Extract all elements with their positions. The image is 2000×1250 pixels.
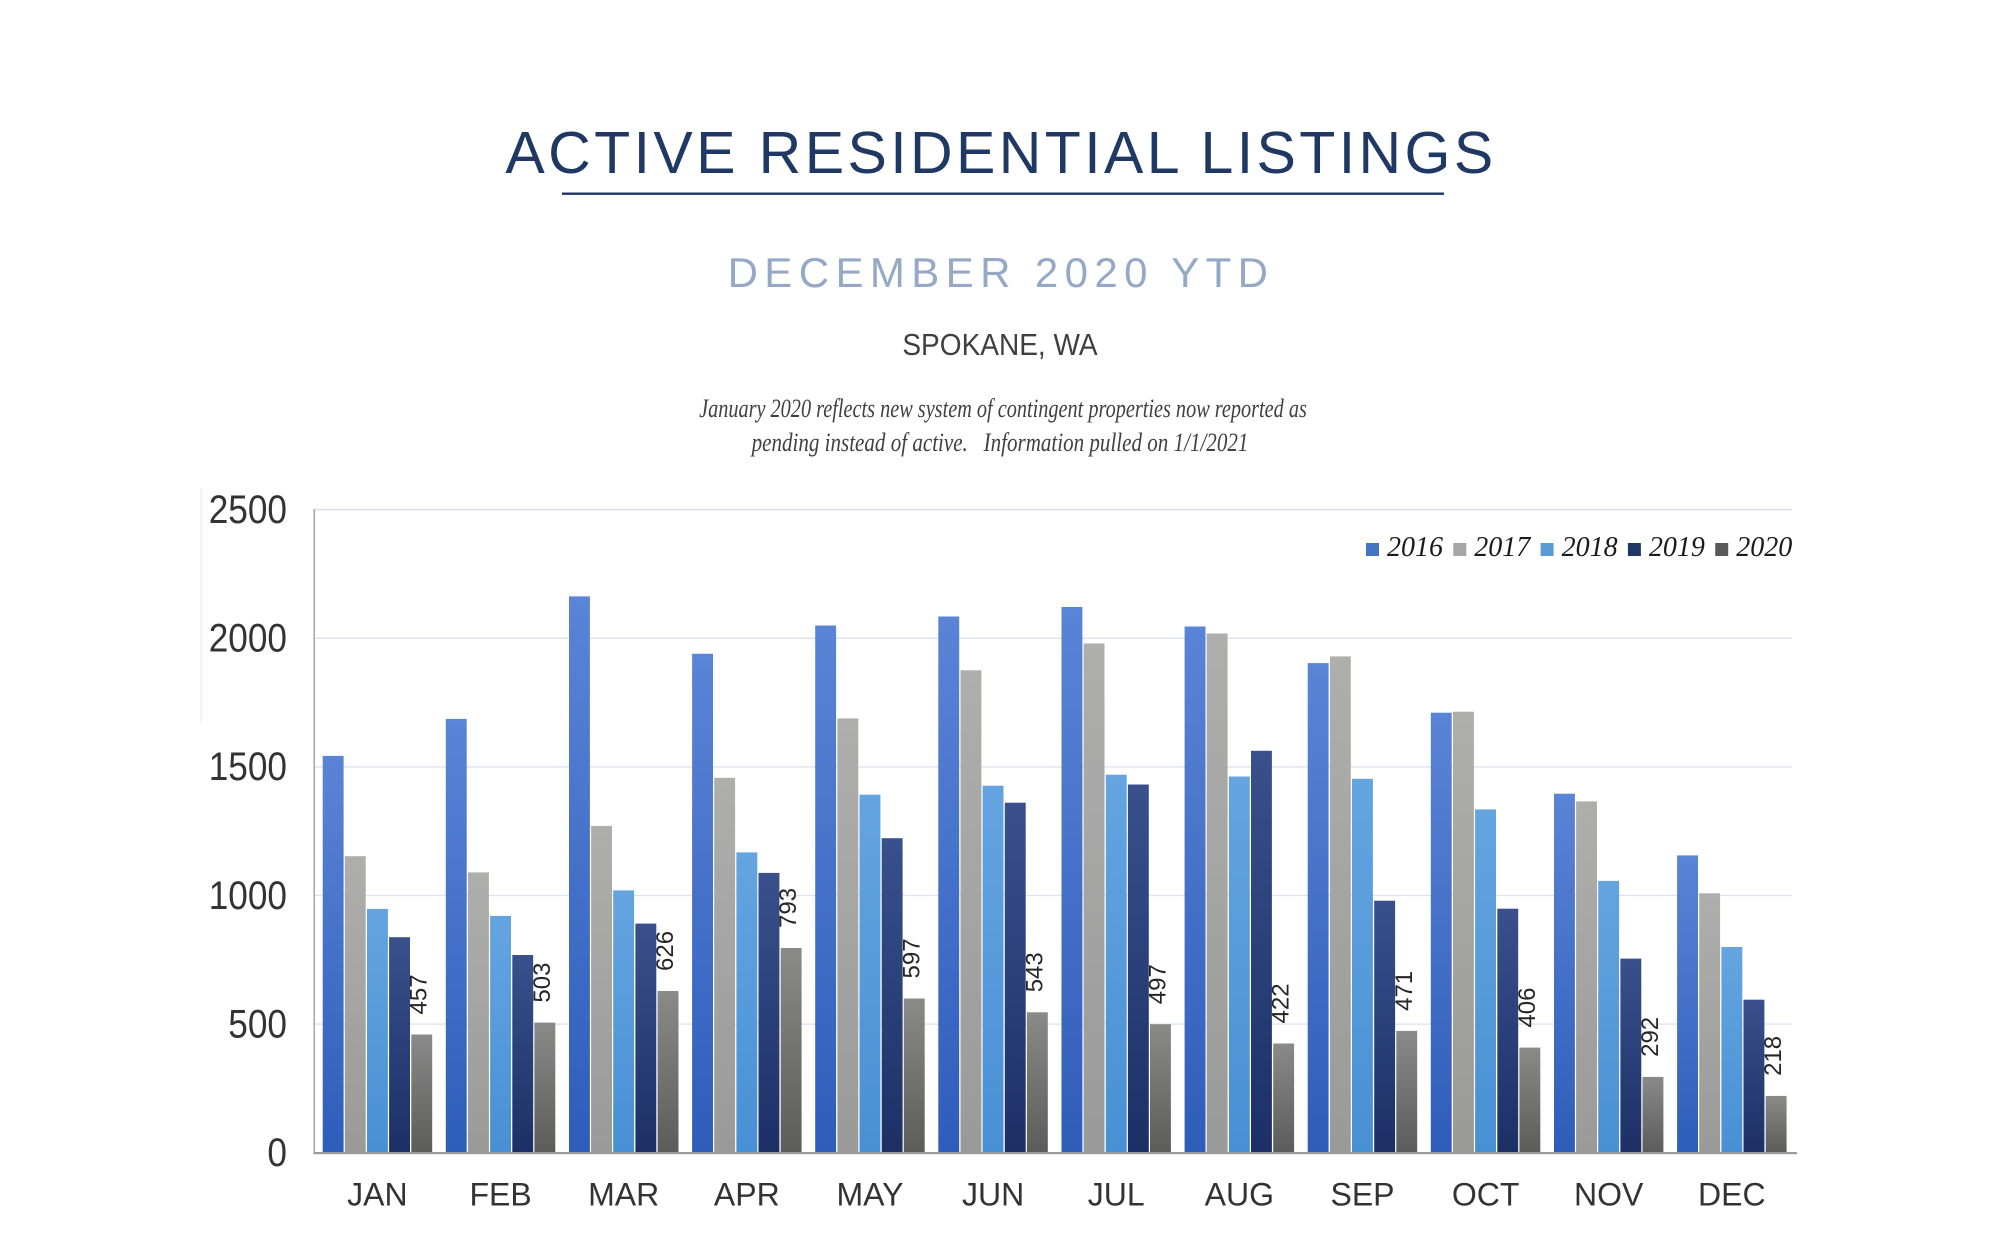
svg-text:2019: 2019 xyxy=(1649,532,1705,563)
svg-text:2016: 2016 xyxy=(1387,532,1443,563)
svg-text:500: 500 xyxy=(228,1001,287,1046)
svg-text:2020: 2020 xyxy=(1736,532,1792,563)
svg-text:JUL: JUL xyxy=(1088,1177,1145,1213)
svg-text:DEC: DEC xyxy=(1698,1177,1766,1213)
svg-text:503: 503 xyxy=(529,963,556,1003)
svg-text:2500: 2500 xyxy=(209,487,287,532)
svg-text:NOV: NOV xyxy=(1574,1177,1644,1213)
svg-text:JAN: JAN xyxy=(347,1177,407,1213)
svg-text:AUG: AUG xyxy=(1205,1177,1274,1213)
svg-text:497: 497 xyxy=(1145,964,1172,1004)
svg-text:DECEMBER 2020 YTD: DECEMBER 2020 YTD xyxy=(728,249,1275,296)
svg-text:0: 0 xyxy=(267,1130,287,1175)
svg-text:2017: 2017 xyxy=(1474,532,1531,563)
svg-text:FEB: FEB xyxy=(469,1177,531,1213)
svg-text:1500: 1500 xyxy=(209,744,287,789)
svg-text:2000: 2000 xyxy=(209,616,287,661)
svg-text:JUN: JUN xyxy=(962,1177,1024,1213)
svg-text:218: 218 xyxy=(1760,1036,1787,1076)
svg-text:January 2020 reflects new syst: January 2020 reflects new system of cont… xyxy=(699,395,1307,424)
svg-text:1000: 1000 xyxy=(209,873,287,918)
svg-text:793: 793 xyxy=(775,888,802,928)
svg-text:SPOKANE, WA: SPOKANE, WA xyxy=(902,328,1098,363)
svg-text:292: 292 xyxy=(1637,1017,1664,1057)
svg-text:2018: 2018 xyxy=(1562,532,1618,563)
svg-text:MAR: MAR xyxy=(588,1177,659,1213)
svg-text:626: 626 xyxy=(652,931,679,971)
svg-text:406: 406 xyxy=(1514,988,1541,1028)
svg-text:543: 543 xyxy=(1021,952,1048,992)
svg-text:MAY: MAY xyxy=(837,1177,904,1213)
svg-text:471: 471 xyxy=(1391,971,1418,1011)
svg-text:APR: APR xyxy=(714,1177,780,1213)
svg-text:OCT: OCT xyxy=(1452,1177,1520,1213)
svg-text:457: 457 xyxy=(406,974,433,1014)
svg-text:ACTIVE RESIDENTIAL LISTINGS: ACTIVE RESIDENTIAL LISTINGS xyxy=(505,120,1496,186)
svg-text:422: 422 xyxy=(1268,983,1295,1023)
svg-text:SEP: SEP xyxy=(1330,1177,1394,1213)
svg-text:597: 597 xyxy=(898,938,925,978)
svg-text:pending instead of active. In: pending instead of active. Information p… xyxy=(750,429,1249,458)
